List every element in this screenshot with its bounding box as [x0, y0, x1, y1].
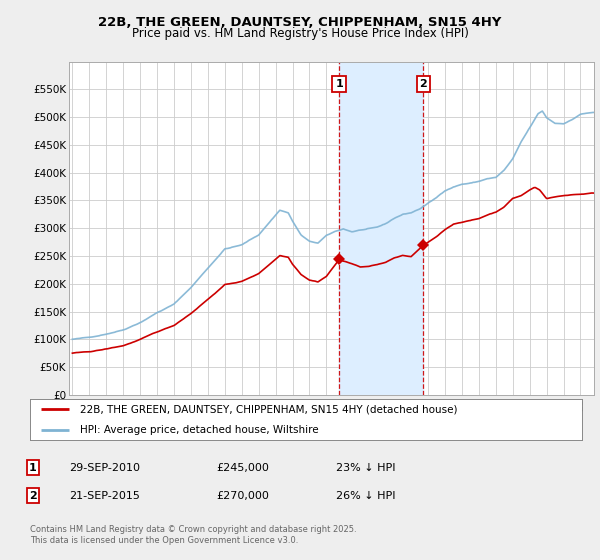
Text: Contains HM Land Registry data © Crown copyright and database right 2025.
This d: Contains HM Land Registry data © Crown c…: [30, 525, 356, 545]
Text: 2: 2: [419, 79, 427, 89]
Text: 21-SEP-2015: 21-SEP-2015: [69, 491, 140, 501]
Text: 2: 2: [29, 491, 37, 501]
Text: £245,000: £245,000: [216, 463, 269, 473]
Text: 29-SEP-2010: 29-SEP-2010: [69, 463, 140, 473]
Text: 26% ↓ HPI: 26% ↓ HPI: [336, 491, 395, 501]
Text: 22B, THE GREEN, DAUNTSEY, CHIPPENHAM, SN15 4HY: 22B, THE GREEN, DAUNTSEY, CHIPPENHAM, SN…: [98, 16, 502, 29]
Text: 23% ↓ HPI: 23% ↓ HPI: [336, 463, 395, 473]
Text: 1: 1: [335, 79, 343, 89]
Text: £270,000: £270,000: [216, 491, 269, 501]
Text: HPI: Average price, detached house, Wiltshire: HPI: Average price, detached house, Wilt…: [80, 424, 319, 435]
Text: Price paid vs. HM Land Registry's House Price Index (HPI): Price paid vs. HM Land Registry's House …: [131, 27, 469, 40]
Text: 1: 1: [29, 463, 37, 473]
Bar: [339, 62, 423, 395]
Text: 22B, THE GREEN, DAUNTSEY, CHIPPENHAM, SN15 4HY (detached house): 22B, THE GREEN, DAUNTSEY, CHIPPENHAM, SN…: [80, 404, 457, 414]
